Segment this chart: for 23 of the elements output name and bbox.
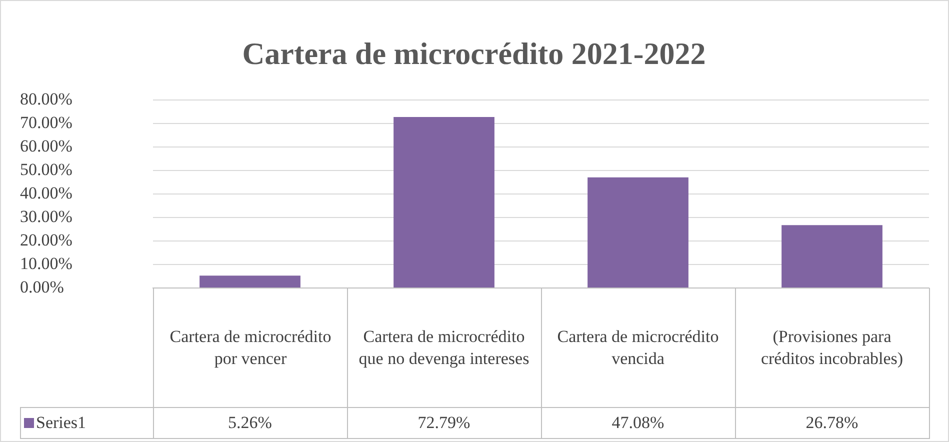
- x-tick-label: (Provisiones para créditos incobrables): [735, 288, 930, 408]
- x-tick-label: Cartera de microcrédito por vencer: [153, 288, 348, 408]
- bar: [782, 225, 882, 288]
- y-tick-label: 40.00%: [20, 183, 72, 202]
- y-tick-label: 50.00%: [20, 160, 72, 179]
- y-tick-label: 20.00%: [20, 230, 72, 250]
- chart-title: Cartera de microcrédito 2021-2022: [242, 36, 706, 72]
- data-label: 5.26%: [153, 407, 348, 439]
- y-tick-label: 60.00%: [20, 136, 72, 156]
- data-label: 26.78%: [735, 407, 930, 439]
- y-tick-label: 70.00%: [20, 112, 72, 132]
- y-tick-label: 0.00%: [20, 277, 64, 296]
- bar: [394, 116, 494, 288]
- y-tick-label: 30.00%: [20, 206, 72, 226]
- data-label: 72.79%: [347, 407, 542, 439]
- y-tick-label: 10.00%: [20, 254, 72, 273]
- data-label: 47.08%: [541, 407, 736, 439]
- bar: [200, 276, 300, 288]
- x-tick-label: Cartera de microcrédito que no devenga intereses: [347, 288, 542, 408]
- legend-label: Series1: [20, 407, 154, 439]
- bar: [588, 177, 688, 288]
- x-tick-label: Cartera de microcrédito vencida: [541, 288, 736, 408]
- y-tick-label: 80.00%: [20, 89, 72, 108]
